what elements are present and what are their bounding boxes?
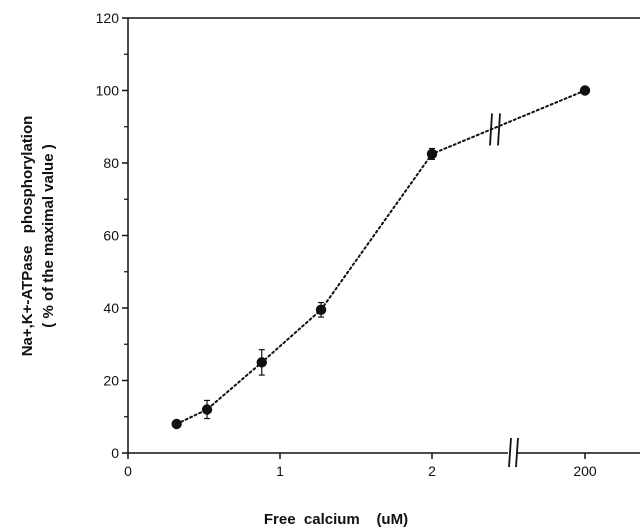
y-tick-label: 100 [96, 83, 120, 99]
data-point [201, 404, 213, 415]
y-axis-title-line-2: ( % of the maximal value ) [40, 144, 57, 327]
axes [127, 17, 640, 468]
y-tick-label: 60 [103, 228, 119, 244]
x-axis-break-mark-left [508, 437, 512, 468]
data-point [426, 148, 438, 160]
y-tick-label: 120 [96, 10, 120, 26]
x-tick-label: 200 [573, 463, 597, 479]
ticks [122, 17, 586, 459]
data-point [579, 85, 591, 96]
x-tick-label: 2 [428, 463, 436, 479]
data-point [315, 304, 327, 316]
y-tick-label: 20 [103, 373, 119, 389]
y-tick-label: 40 [103, 300, 119, 316]
x-axis-title: Free calcium (uM) [264, 511, 408, 528]
data-point [256, 357, 267, 368]
tick-labels: 0 20 40 60 80 100 120 0 1 2 200 [96, 10, 597, 479]
x-tick-label: 0 [124, 463, 132, 479]
y-axis-title-line-1: Na+,K+-ATPase phosphorylation [19, 116, 36, 357]
data-point [171, 418, 182, 430]
plot-area [171, 85, 591, 430]
series-break-mark-left [489, 113, 493, 146]
x-axis-break-mark-right [515, 437, 519, 468]
y-tick-label: 80 [103, 155, 119, 171]
series-line [175, 89, 586, 425]
x-tick-label: 1 [276, 463, 284, 479]
series-break-mark-right [497, 113, 501, 146]
y-tick-label: 0 [111, 445, 119, 461]
